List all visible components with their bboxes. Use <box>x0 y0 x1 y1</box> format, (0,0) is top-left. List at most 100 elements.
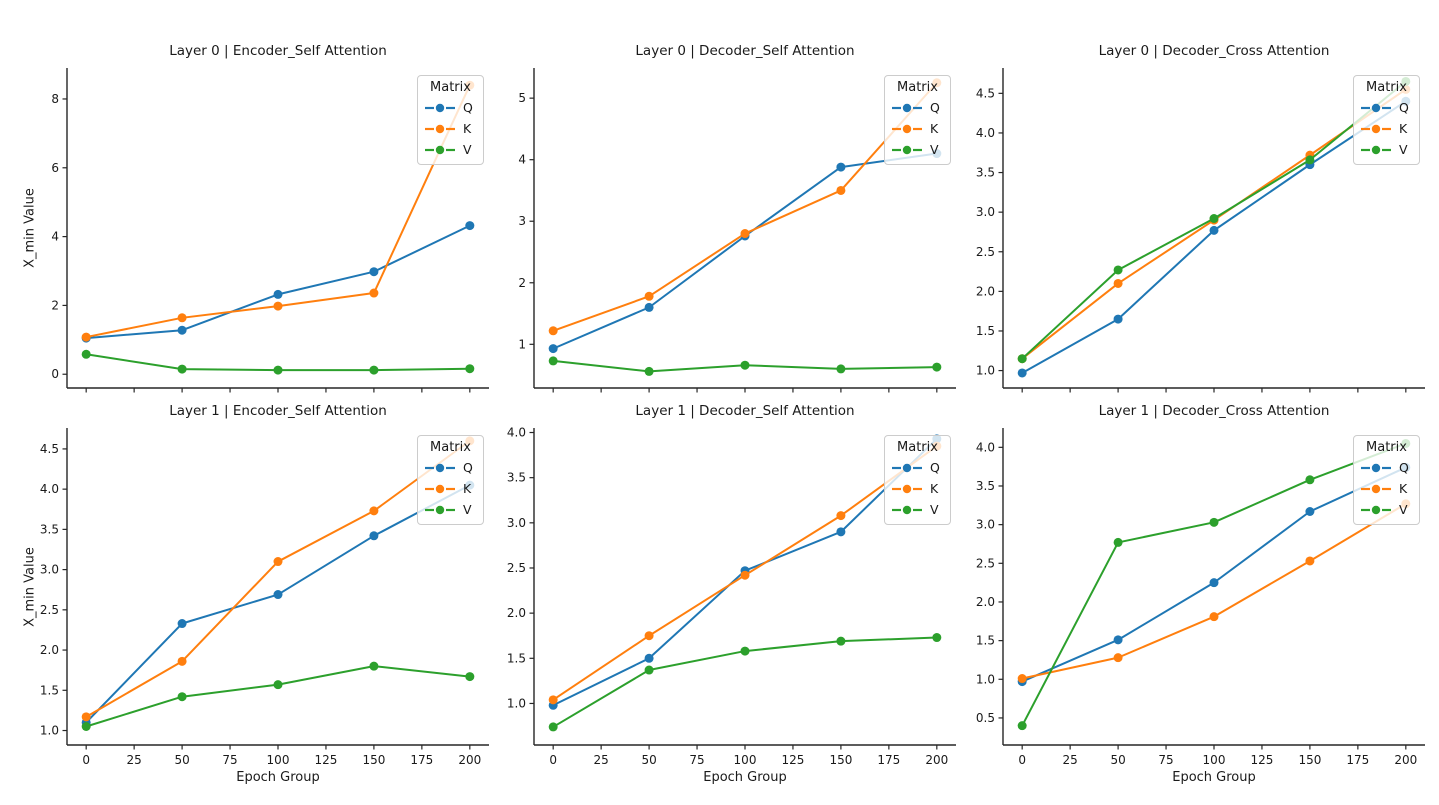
legend-entry-label: Q <box>1399 460 1409 475</box>
data-point-V-1 <box>644 665 654 675</box>
data-point-V-2 <box>1209 517 1219 527</box>
data-point-K-0 <box>1017 674 1027 684</box>
legend-entry-label: V <box>1399 502 1408 517</box>
legend-line-marker-icon <box>425 505 455 514</box>
x-tick-label: 50 <box>1110 753 1125 767</box>
series-line-V <box>85 665 471 728</box>
x-tick-label: 150 <box>829 753 852 767</box>
legend-entry: K <box>425 118 476 139</box>
data-point-K-2 <box>273 301 283 311</box>
x-tick-label: 200 <box>458 753 481 767</box>
data-point-K-3 <box>1305 556 1315 566</box>
x-tick-label: 100 <box>267 753 290 767</box>
x-tick-label: 25 <box>1062 753 1077 767</box>
x-tick-label: 150 <box>1298 753 1321 767</box>
legend-line-marker-icon <box>425 124 455 133</box>
data-point-K-1 <box>177 656 187 666</box>
y-tick-label: 4.0 <box>976 440 995 454</box>
legend-entry: Q <box>1361 457 1412 478</box>
legend-entry: Q <box>892 457 943 478</box>
legend-entry: V <box>1361 139 1412 160</box>
data-point-V-2 <box>1209 213 1219 223</box>
y-tick-label: 2.5 <box>976 556 995 570</box>
data-point-K-2 <box>740 570 750 580</box>
data-point-V-1 <box>644 366 654 376</box>
legend-line-marker-icon <box>1361 463 1391 472</box>
y-tick-label: 3.5 <box>40 522 59 536</box>
y-tick-label: 6 <box>51 161 59 175</box>
data-point-V-0 <box>1017 354 1027 364</box>
data-point-V-3 <box>1305 155 1315 165</box>
legend-entry-label: V <box>1399 142 1408 157</box>
legend-entry-label: Q <box>463 100 473 115</box>
legend: Matrix Q K V <box>884 435 951 525</box>
x-tick-label: 0 <box>82 753 90 767</box>
plot-area: 0.5 1.0 1.5 2.0 2.5 3.0 3.5 4.0 0 25 50 75 100 125 150… <box>976 428 1425 767</box>
data-point-V-0 <box>81 349 91 359</box>
legend-entry-label: Q <box>1399 100 1409 115</box>
data-point-K-2 <box>740 229 750 239</box>
legend-entry: V <box>425 139 476 160</box>
y-tick-label: 1.0 <box>976 364 995 378</box>
data-point-K-0 <box>548 326 558 336</box>
y-tick-label: 3 <box>518 214 526 228</box>
data-point-Q-1 <box>1113 635 1123 645</box>
legend-entry: K <box>1361 478 1412 499</box>
y-tick-label: 3.5 <box>507 471 526 485</box>
data-point-V-4 <box>465 364 475 374</box>
y-tick-label: 1.5 <box>40 683 59 697</box>
legend-title: Matrix <box>897 440 938 455</box>
x-axis-label: Epoch Group <box>703 770 787 785</box>
legend-entry: Q <box>892 97 943 118</box>
y-tick-label: 2.0 <box>976 284 995 298</box>
legend-entry: K <box>892 478 943 499</box>
chart-title: Layer 1 | Decoder_Self Attention <box>635 403 855 419</box>
x-tick-label: 75 <box>222 753 237 767</box>
x-tick-label: 150 <box>362 753 385 767</box>
legend-line-marker-icon <box>892 145 922 154</box>
y-tick-label: 2 <box>51 298 59 312</box>
data-point-V-3 <box>369 365 379 375</box>
subplot-layer1-decoder-self-attention: Layer 1 | Decoder_Self Attention 1.0 1.5 2… <box>507 403 956 767</box>
y-tick-label: 1.0 <box>976 672 995 686</box>
subplot-layer1-encoder-self-attention: Layer 1 | Encoder_Self Attention 1.0 1.5 2… <box>40 403 489 767</box>
data-point-Q-3 <box>1305 507 1315 517</box>
subplot-layer0-decoder-cross-attention: Layer 0 | Decoder_Cross Attention 1.0 1.5… <box>976 43 1425 393</box>
y-tick-label: 4.5 <box>976 86 995 100</box>
legend-entry-label: K <box>1399 481 1408 496</box>
data-point-Q-3 <box>369 267 379 277</box>
series-line-K <box>552 81 938 332</box>
y-tick-label: 3.5 <box>976 479 995 493</box>
data-point-Q-1 <box>1113 314 1123 324</box>
legend-entry-label: V <box>463 142 472 157</box>
y-tick-label: 4.0 <box>507 426 526 440</box>
y-tick-label: 4.0 <box>40 482 59 496</box>
data-point-K-0 <box>81 332 91 342</box>
data-point-K-1 <box>644 291 654 301</box>
data-point-Q-1 <box>177 619 187 629</box>
chart-title: Layer 1 | Encoder_Self Attention <box>169 403 387 419</box>
data-point-V-1 <box>1113 265 1123 275</box>
legend-title: Matrix <box>1366 440 1407 455</box>
series-line-K <box>85 439 471 718</box>
data-point-K-1 <box>1113 278 1123 288</box>
legend-entry-label: Q <box>930 460 940 475</box>
data-point-K-3 <box>369 506 379 516</box>
data-point-Q-3 <box>836 527 846 537</box>
y-tick-label: 5 <box>518 91 526 105</box>
y-tick-label: 4 <box>51 230 59 244</box>
data-point-V-3 <box>836 364 846 374</box>
series-line-Q <box>1021 466 1407 683</box>
data-point-V-2 <box>273 365 283 375</box>
y-tick-label: 3.0 <box>976 205 995 219</box>
data-point-Q-1 <box>644 653 654 663</box>
legend-line-marker-icon <box>1361 505 1391 514</box>
chart-title: Layer 0 | Decoder_Cross Attention <box>1098 43 1330 59</box>
legend: Matrix Q K V <box>417 75 484 165</box>
legend-entry-label: V <box>463 502 472 517</box>
plot-area: 1.0 1.5 2.0 2.5 3.0 3.5 4.0 0 25 50 75 100 125 150 175… <box>507 426 956 767</box>
y-tick-label: 3.0 <box>976 518 995 532</box>
data-point-Q-2 <box>273 590 283 600</box>
data-point-Q-2 <box>273 289 283 299</box>
plot-area: 1.0 1.5 2.0 2.5 3.0 3.5 4.0 4.5 <box>976 68 1425 393</box>
